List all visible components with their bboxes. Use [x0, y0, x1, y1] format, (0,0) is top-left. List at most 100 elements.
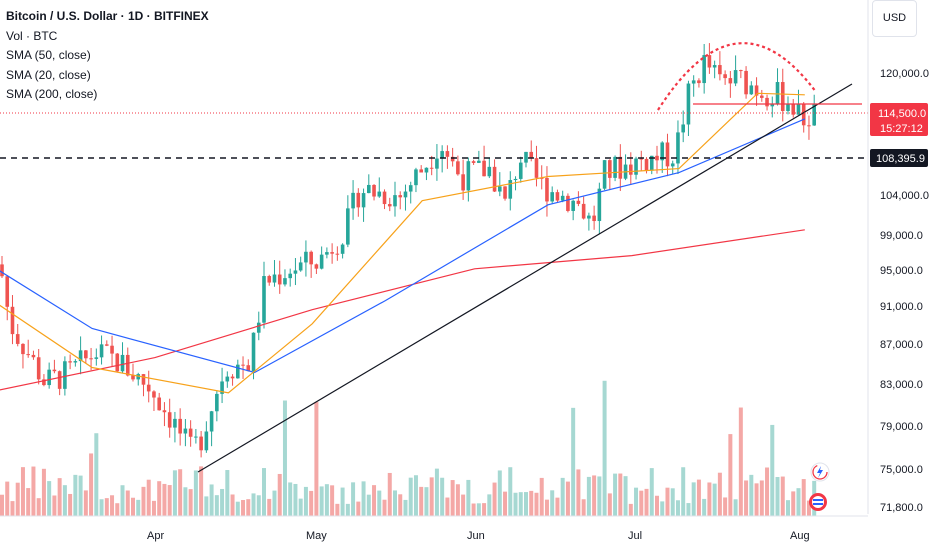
candle-body: [162, 410, 167, 413]
candle: [272, 260, 277, 287]
volume-bar: [293, 483, 298, 516]
price-tick: 71,800.0: [880, 502, 923, 514]
candle-body: [691, 80, 696, 84]
volume-bar: [288, 482, 293, 516]
candle-body: [461, 174, 465, 191]
candle: [749, 81, 754, 95]
candle: [466, 157, 471, 202]
earnings-flag-icon[interactable]: [809, 493, 827, 511]
ascending-trendline[interactable]: [197, 83, 853, 473]
volume-bar: [770, 424, 775, 516]
volume-bar: [230, 494, 235, 516]
candle: [760, 89, 764, 102]
time-axis[interactable]: Apr May Jun Jul Aug: [0, 515, 868, 542]
candle: [131, 363, 135, 382]
volume-bar: [52, 495, 57, 516]
volume-bar: [131, 497, 135, 516]
volume-bar: [534, 492, 539, 516]
candle: [152, 390, 156, 412]
candle: [414, 167, 418, 193]
candle-body: [52, 369, 57, 372]
candle-body: [340, 244, 345, 254]
volume-bar: [571, 407, 576, 516]
candle-body: [152, 391, 156, 398]
volume-bar: [345, 503, 350, 516]
candle-body: [440, 151, 444, 159]
time-label-jun: Jun: [467, 530, 485, 542]
sma200-legend[interactable]: SMA (200, close): [6, 87, 98, 101]
candle-body: [236, 364, 240, 379]
candle-body: [277, 274, 282, 285]
candle: [445, 145, 450, 169]
candle-body: [78, 350, 83, 362]
volume-bar: [576, 469, 581, 516]
price-tick: 99,000.0: [880, 230, 923, 242]
lightning-alert-icon[interactable]: [810, 462, 830, 482]
candle: [780, 68, 785, 122]
candle: [377, 177, 382, 198]
candle-body: [382, 191, 387, 205]
volume-bar: [330, 485, 335, 516]
candle: [5, 275, 10, 321]
volume-bar: [445, 497, 450, 516]
candle: [52, 359, 57, 374]
candle: [686, 80, 691, 136]
candle-body: [15, 334, 20, 344]
candle-body: [283, 278, 287, 285]
price-axis[interactable]: 120,000.0 104,000.0 99,000.0 95,000.0 91…: [867, 0, 929, 514]
volume-bar: [634, 487, 639, 516]
volume-bar: [649, 468, 654, 516]
volume-legend[interactable]: Vol · BTC: [6, 28, 58, 43]
candle-body: [780, 82, 785, 112]
candle-body: [613, 156, 617, 178]
volume-bar: [366, 494, 371, 516]
candle: [162, 402, 167, 427]
volume-bar: [602, 380, 607, 516]
symbol-title[interactable]: Bitcoin / U.S. Dollar · 1D · BITFINEX: [6, 9, 209, 23]
candle-body: [492, 166, 497, 192]
volume-bar: [298, 498, 303, 516]
candle: [576, 191, 581, 207]
candle-body: [220, 381, 224, 394]
candle-body: [304, 251, 308, 263]
chart-legend[interactable]: Bitcoin / U.S. Dollar · 1D · BITFINEX Vo…: [6, 7, 209, 105]
sma20-legend[interactable]: SMA (20, close): [6, 67, 91, 82]
candle: [262, 261, 266, 329]
candle: [754, 77, 759, 106]
volume-bar: [581, 499, 586, 516]
candle-body: [770, 103, 775, 107]
volume-bar: [262, 468, 266, 516]
volume-bar: [597, 476, 602, 516]
volume-bar: [47, 481, 52, 516]
candle-body: [807, 125, 811, 127]
candle-body: [21, 343, 25, 355]
volume-bar: [57, 478, 62, 516]
volume-bar: [413, 475, 418, 516]
candle: [681, 110, 685, 143]
candle: [319, 246, 324, 270]
candle-body: [786, 104, 790, 112]
volume-bar: [503, 491, 508, 516]
sma50-legend[interactable]: SMA (50, close): [6, 48, 91, 62]
sma20-line: [0, 92, 805, 394]
candle: [204, 421, 209, 453]
volume-bar: [801, 479, 806, 516]
candle: [524, 151, 528, 168]
volume-bar: [681, 467, 686, 516]
candle: [733, 55, 738, 87]
candle-body: [498, 186, 502, 192]
candle-body: [293, 270, 298, 274]
candle-body: [712, 65, 717, 68]
candle: [335, 246, 340, 261]
volume-bar: [387, 472, 392, 516]
candle-body: [47, 369, 51, 386]
currency-selector[interactable]: USD: [872, 0, 917, 37]
candle-body: [178, 418, 182, 434]
candle: [194, 428, 198, 444]
candle: [791, 98, 796, 118]
candle: [141, 373, 146, 397]
volume-bar: [68, 493, 73, 516]
candle-body: [225, 376, 230, 382]
candle: [592, 205, 596, 230]
